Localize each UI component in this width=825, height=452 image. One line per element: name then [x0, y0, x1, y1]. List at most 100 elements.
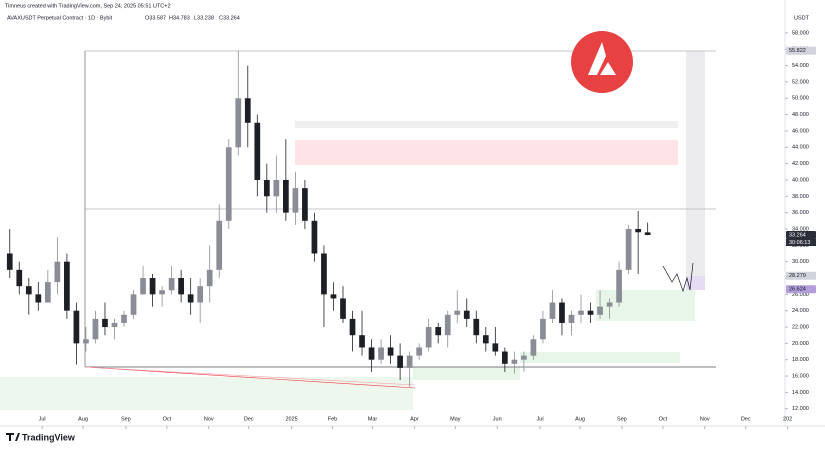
price-badge-label: 28.279: [789, 273, 806, 279]
candle-body: [102, 318, 108, 328]
candle-body: [225, 147, 232, 221]
x-tick-label: Aug: [78, 416, 88, 422]
candle-body: [359, 335, 365, 348]
y-tick-label: 54.000: [792, 63, 809, 69]
candle-body: [606, 302, 613, 307]
candle-body: [416, 347, 423, 356]
x-tick-label: Sep: [121, 416, 131, 422]
y-tick-label: 18.000: [792, 357, 809, 363]
y-tick-label: 40.000: [792, 177, 809, 183]
candle-body: [463, 310, 470, 319]
candle-body: [473, 318, 480, 336]
y-tick-label: 12.000: [792, 406, 809, 412]
countdown: 30:06:13: [789, 240, 810, 246]
candle-body: [130, 294, 137, 315]
candle-body: [387, 347, 394, 356]
candle-body: [616, 269, 622, 303]
price-badge: [786, 285, 816, 294]
x-tick-label: Jun: [493, 416, 502, 422]
y-tick-label: 42.000: [792, 161, 809, 167]
x-tick-label: May: [450, 416, 461, 422]
candle-body: [83, 339, 89, 344]
ohlc-open: O33.587: [145, 15, 166, 21]
ohlc-high: H34.783: [169, 15, 190, 21]
candle-body: [244, 98, 251, 123]
x-tick-label: 202: [783, 416, 792, 422]
candle-body: [501, 351, 508, 364]
x-tick-label: Apr: [410, 416, 419, 422]
candle-body: [311, 220, 318, 254]
logo-mark: [588, 42, 616, 75]
candle-body: [149, 278, 156, 295]
price-badge-label: 33.264: [789, 232, 806, 238]
y-tick-label: 30.000: [792, 259, 809, 265]
candle-body: [216, 220, 223, 270]
candle-body: [283, 179, 289, 213]
candle-body: [121, 314, 127, 323]
brand: TradingView: [6, 432, 76, 442]
resistance-zone: [295, 121, 678, 128]
x-tick-label: Dec: [741, 416, 751, 422]
avax-logo: [571, 31, 633, 93]
x-tick-label: Nov: [700, 416, 710, 422]
candle-body: [92, 318, 99, 340]
candle-body: [597, 306, 603, 315]
ohlc-low: L33.238: [194, 15, 214, 21]
candle-body: [6, 253, 13, 270]
x-tick-label: Jul: [39, 416, 46, 422]
candle-body: [273, 179, 280, 197]
candle-body: [378, 347, 384, 360]
y-tick-label: 20.000: [792, 341, 809, 347]
candle-body: [559, 302, 565, 323]
projected-path: [662, 262, 694, 293]
candle-body: [530, 339, 537, 356]
x-tick-label: Aug: [575, 416, 585, 422]
candle-body: [635, 228, 641, 233]
drawings: [0, 50, 716, 410]
demand-zone: [596, 290, 695, 321]
candle-body: [111, 322, 118, 328]
candle-body: [321, 253, 327, 295]
price-badge: [786, 271, 816, 280]
axis-unit: USDT: [794, 15, 810, 21]
trend-line: [84, 366, 416, 389]
ohlc-close: C33.264: [219, 15, 240, 21]
candle-body: [482, 335, 489, 344]
countdown-badge: [786, 239, 816, 247]
candle-body: [235, 98, 242, 148]
price-badge-label: 55.822: [789, 48, 806, 54]
y-tick-label: 14.000: [792, 390, 809, 396]
candle-body: [168, 278, 175, 291]
price-badge: [786, 46, 816, 55]
candle-body: [549, 302, 556, 319]
candle-body: [73, 310, 80, 344]
brand-name: TradingView: [22, 432, 76, 442]
x-tick-label: Mar: [368, 416, 378, 422]
candle-body: [568, 314, 575, 323]
y-tick-label: 52.000: [792, 79, 809, 85]
demand-zone: [520, 352, 680, 363]
trend-line: [84, 366, 416, 386]
demand-zone: [413, 367, 520, 380]
x-tick-label: Feb: [328, 416, 337, 422]
y-tick-label: 22.000: [792, 324, 809, 330]
candle-body: [302, 188, 308, 221]
credit: Timneus created with TradingView.com, Se…: [5, 3, 171, 9]
candle-body: [540, 318, 546, 340]
y-tick-label: 58.000: [792, 30, 809, 36]
candle-body: [197, 286, 204, 303]
candle-body: [159, 290, 165, 295]
y-tick-label: 16.000: [792, 374, 809, 380]
candle-body: [511, 359, 518, 364]
position-tool: [686, 51, 705, 276]
candle-body: [254, 122, 261, 180]
price-badge: [786, 231, 816, 240]
candle-body: [44, 282, 51, 303]
x-tick-label: Oct: [659, 416, 668, 422]
candle-body: [368, 347, 375, 360]
brand-icon: [6, 433, 20, 441]
candle-body: [521, 355, 527, 360]
candle-body: [292, 188, 299, 213]
candle-body: [406, 355, 413, 368]
